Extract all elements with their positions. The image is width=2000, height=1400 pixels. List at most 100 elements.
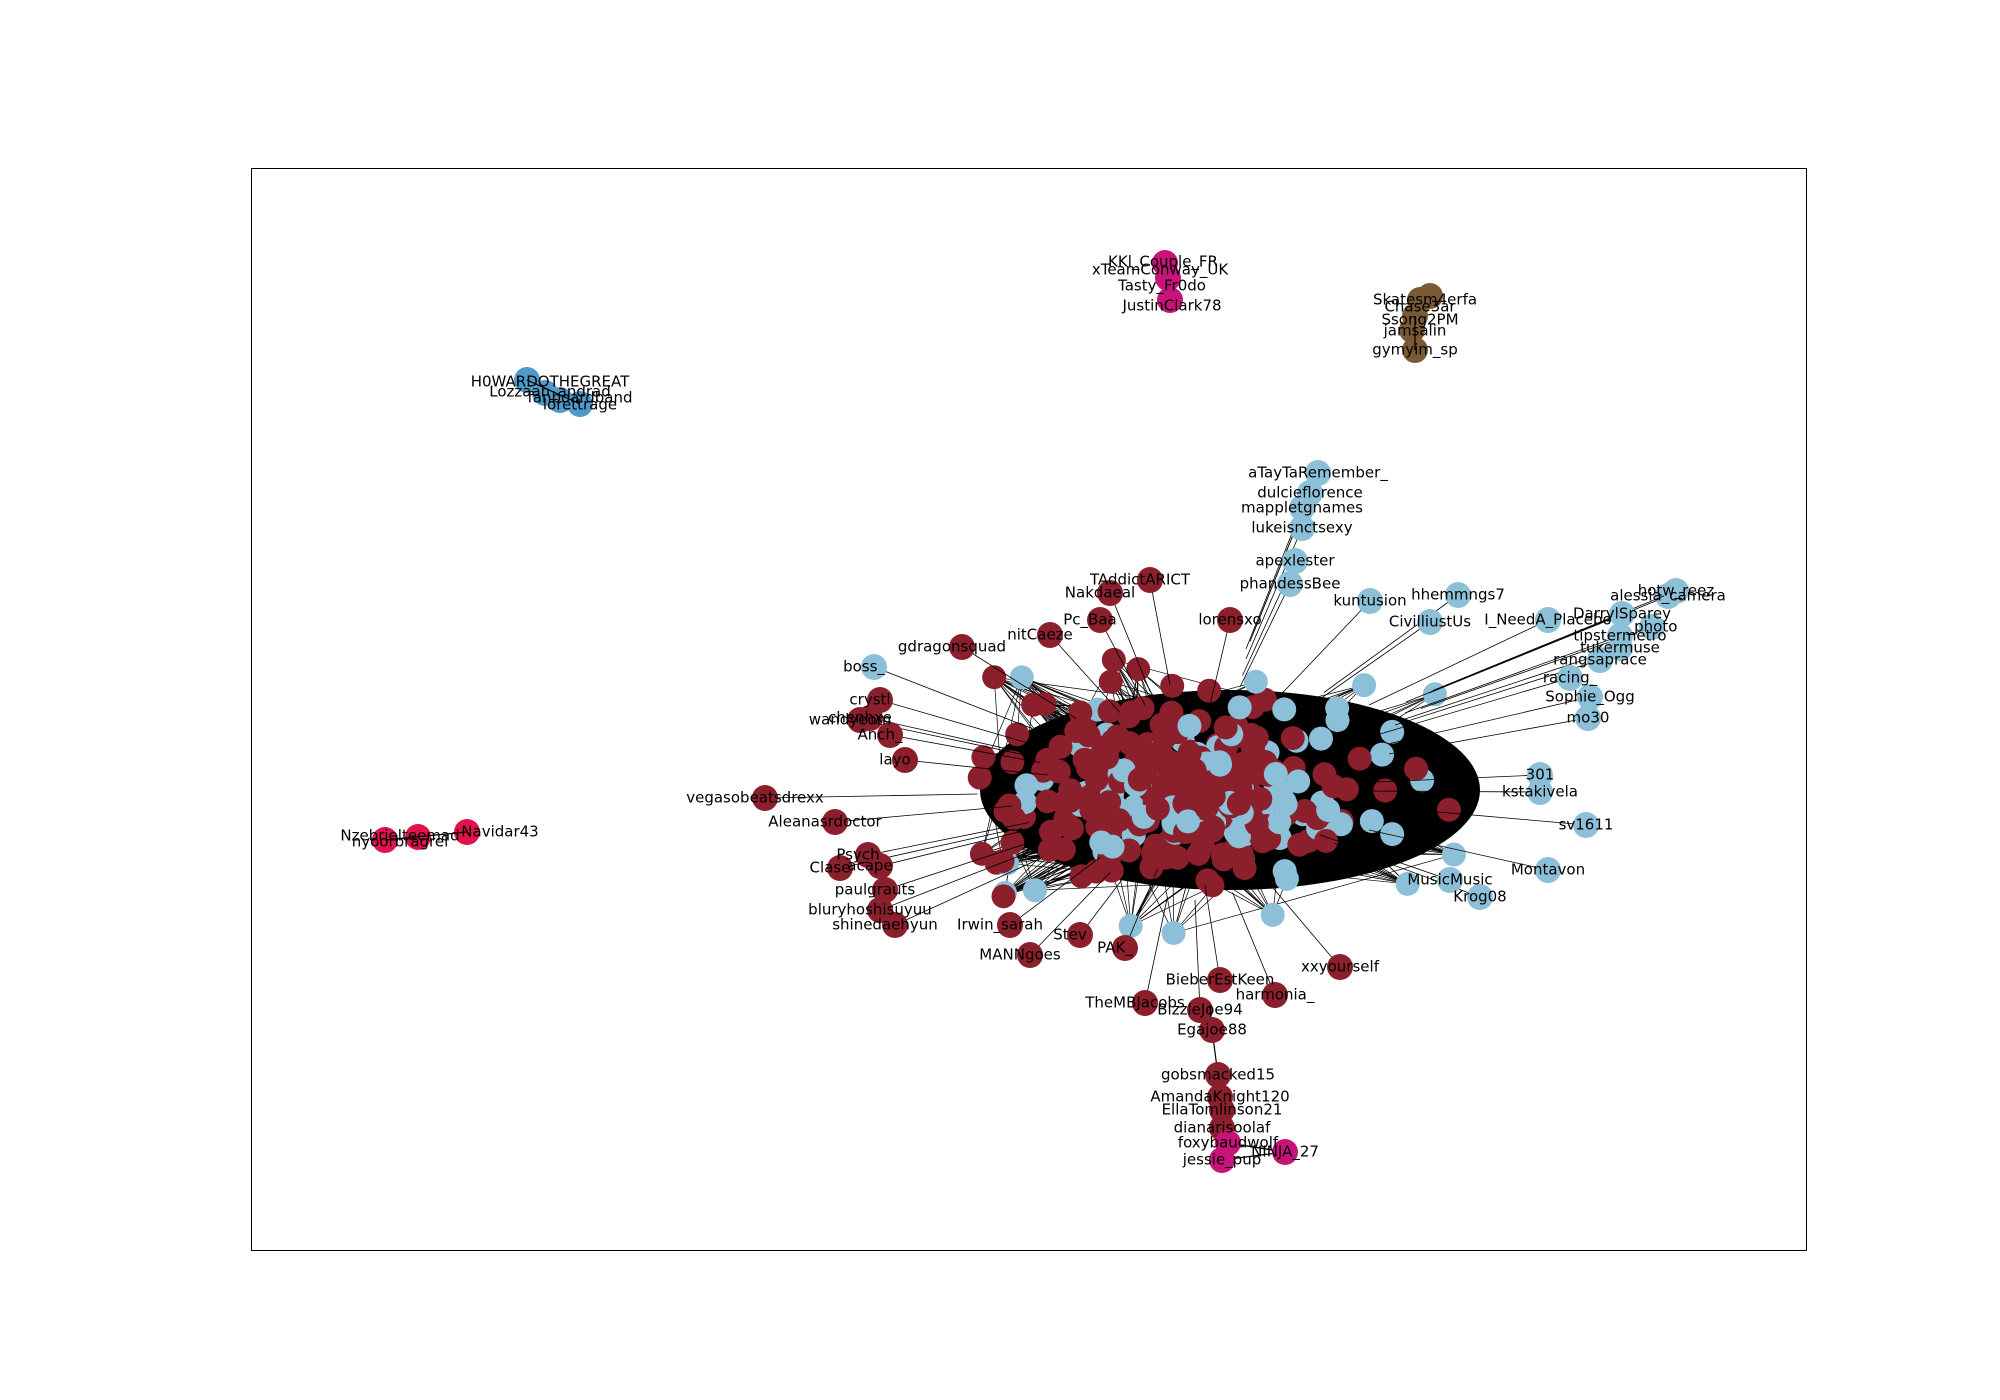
graph-node [1395, 871, 1420, 896]
graph-node [1314, 828, 1339, 853]
graph-edge [1404, 647, 1621, 720]
graph-node [892, 747, 918, 773]
node-label: 301 [1526, 766, 1555, 784]
graph-edge [1432, 590, 1677, 691]
graph-edge [1264, 878, 1341, 968]
node-label: Irwin_sarah [957, 916, 1043, 935]
graph-node [1126, 657, 1151, 682]
node-label: Stev [1053, 926, 1087, 944]
graph-node [1575, 705, 1601, 731]
node-label: rangsaprace [1553, 651, 1647, 669]
graph-node [969, 841, 994, 866]
graph-node [997, 912, 1023, 938]
graph-node [1101, 647, 1126, 672]
node-label: Tasty_Fr0do [1117, 277, 1206, 296]
graph-node [1535, 607, 1561, 633]
node-label: mappletgnames [1241, 499, 1363, 517]
node-label: dianarisoolaf [1174, 1119, 1271, 1137]
node-label: PAK_ [1097, 939, 1133, 958]
graph-node [1160, 673, 1185, 698]
graph-node [1175, 809, 1200, 834]
node-label: Pc_Baa [1063, 611, 1116, 630]
graph-node [1263, 762, 1288, 787]
graph-node [1227, 695, 1252, 720]
node-label: foxybaudwolf [1178, 1134, 1279, 1152]
graph-node [1199, 1017, 1225, 1043]
graph-node [1134, 740, 1159, 765]
graph-node [1161, 920, 1186, 945]
node-label: gdragonsquad [898, 638, 1006, 656]
graph-edge [1323, 594, 1459, 693]
graph-edge [526, 379, 581, 405]
graph-node [1609, 601, 1635, 627]
graph-node [1277, 571, 1303, 597]
graph-edge [764, 793, 978, 799]
graph-node [1157, 287, 1183, 313]
graph-edge [961, 646, 1077, 719]
graph-node [1436, 797, 1461, 822]
graph-node [1527, 779, 1553, 805]
node-label: tukermuse [1580, 639, 1660, 657]
node-label: AmandaKnight120 [1150, 1088, 1289, 1106]
node-label: nitCaeze [1007, 626, 1073, 644]
graph-node [1373, 778, 1398, 803]
graph-node [1437, 867, 1463, 893]
graph-node [1098, 669, 1123, 694]
graph-node [1009, 665, 1034, 690]
graph-node [1005, 722, 1030, 747]
node-label: crystl [849, 691, 890, 709]
graph-node [1663, 578, 1689, 604]
graph-edge [1149, 579, 1171, 686]
node-label: Lozzaah_andrad [489, 383, 611, 402]
graph-node [752, 785, 778, 811]
graph-node [990, 849, 1015, 874]
graph-node [1286, 769, 1311, 794]
graph-node [867, 853, 893, 879]
graph-node [1232, 856, 1257, 881]
node-label: lorettrage [543, 396, 617, 414]
node-label: Skatesm4erfa [1373, 291, 1477, 309]
node-label: gobsmacked15 [1161, 1066, 1275, 1084]
graph-node [1037, 622, 1063, 648]
node-label: dulcieflorence [1257, 484, 1363, 502]
graph-node [1001, 806, 1026, 831]
graph-node [1112, 935, 1138, 961]
node-label: DarrylSparey [1573, 605, 1671, 623]
graph-node [1223, 820, 1248, 845]
graph-edge [1173, 854, 1455, 934]
node-label: Nzebrielteemad [340, 827, 459, 845]
graph-edge [1204, 884, 1221, 981]
graph-node [1201, 815, 1226, 840]
graph-node [1352, 673, 1377, 698]
graph-edge [1387, 807, 1587, 826]
graph-node [872, 877, 898, 903]
graph-edge [879, 699, 1036, 746]
node-label: MusicMusic [1407, 871, 1492, 889]
graph-node [1312, 762, 1337, 787]
graph-edge [1364, 790, 1541, 793]
graph-node [1197, 678, 1222, 703]
graph-node [1069, 864, 1094, 889]
graph-node [1155, 265, 1181, 291]
node-label: Sophie_Ogg [1545, 688, 1634, 707]
graph-node [1357, 588, 1383, 614]
node-label: wandyeom [809, 711, 891, 729]
graph-node [1159, 700, 1184, 725]
graph-node [1241, 737, 1266, 762]
graph-edge [1389, 696, 1591, 744]
graph-node [1145, 796, 1170, 821]
graph-node [882, 912, 908, 938]
graph-node [1132, 990, 1158, 1016]
node-label: jessie_pup [1182, 1151, 1261, 1170]
node-label: fanboardband [527, 389, 632, 407]
graph-edge [1124, 868, 1158, 949]
node-label: sv1611 [1559, 816, 1614, 834]
graph-edge [384, 831, 468, 841]
node-label: layo [879, 751, 910, 769]
graph-node [1095, 745, 1120, 770]
graph-node [1089, 830, 1114, 855]
graph-node [1272, 697, 1297, 722]
graph-node [1133, 761, 1158, 786]
graph-node [847, 707, 873, 733]
graph-node [1201, 784, 1226, 809]
